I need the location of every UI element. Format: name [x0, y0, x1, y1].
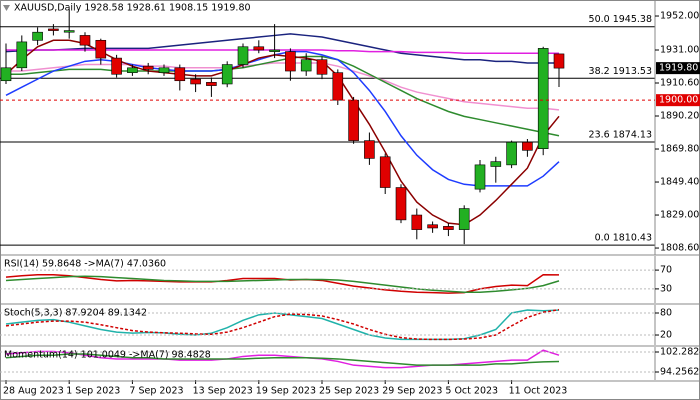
- y-tick-label: 1849.40: [660, 177, 699, 188]
- y-tick-label: 94.2562: [660, 367, 699, 378]
- price-tag: [656, 62, 700, 75]
- y-tick-label: 1869.80: [660, 144, 699, 155]
- candle-body: [206, 82, 217, 86]
- candle-body: [348, 99, 359, 141]
- price-tag-label: 1900.00: [659, 95, 698, 106]
- level-label: 38.2 1913.53: [589, 66, 652, 77]
- y-tick-label: 1931.00: [660, 44, 699, 55]
- indicator-line: [5, 349, 560, 369]
- indicator-title: Momentum(14) 101.0049 ->MA(7) 98.4828: [4, 350, 211, 361]
- candle-body: [79, 35, 91, 46]
- candle-body: [221, 64, 233, 85]
- price-tag: [656, 94, 700, 107]
- panel: [5, 308, 560, 341]
- candle-body: [111, 57, 122, 75]
- y-tick-label: 1829.00: [660, 210, 699, 221]
- panel: [5, 349, 560, 369]
- chart-title: XAUUSD,Daily 1928.58 1928.61 1908.15 191…: [14, 3, 251, 14]
- candle-body: [395, 187, 407, 221]
- candle-body: [253, 46, 265, 51]
- candle-body: [63, 30, 75, 33]
- level-label: 0.0 1810.43: [595, 233, 652, 244]
- x-tick-label: 28 Aug 2023: [3, 386, 64, 397]
- x-tick-label: 13 Sep 2023: [193, 386, 253, 397]
- candle-body: [127, 67, 138, 73]
- candle-body: [158, 67, 170, 73]
- x-tick-label: 25 Sep 2023: [319, 386, 379, 397]
- y-tick-label: 102.2824: [660, 347, 700, 358]
- candle-body: [506, 141, 517, 166]
- indicator-line: [5, 308, 560, 341]
- candle-body: [553, 53, 565, 69]
- candle-body: [364, 140, 375, 159]
- indicator-title: RSI(14) 59.8648 ->MA(7) 47.0360: [4, 259, 166, 270]
- x-tick-label: 5 Oct 2023: [445, 386, 498, 397]
- candle-body: [490, 161, 502, 167]
- y-tick-label: 1952.00: [660, 11, 699, 22]
- y-tick-label: 70: [660, 265, 672, 276]
- x-tick-label: 29 Sep 2023: [382, 386, 442, 397]
- x-tick-label: 19 Sep 2023: [256, 386, 316, 397]
- candle-body: [411, 214, 423, 230]
- candle-body: [537, 48, 549, 149]
- candle-body: [32, 31, 43, 41]
- panel: [0, 9, 655, 246]
- candle-body: [237, 46, 249, 65]
- x-tick-label: 11 Oct 2023: [509, 386, 568, 397]
- candle-body: [474, 164, 486, 190]
- y-tick-label: 80: [660, 308, 672, 319]
- candle-body: [269, 49, 280, 52]
- panel: [5, 274, 560, 294]
- indicator-line: [5, 50, 560, 187]
- indicator-line: [6, 62, 560, 111]
- x-tick-label: 1 Sep 2023: [66, 386, 120, 397]
- candle-body: [522, 141, 533, 151]
- y-tick-label: 1910.60: [660, 78, 699, 89]
- candle-body: [427, 224, 438, 229]
- indicator-line: [5, 275, 560, 293]
- title-icon: [3, 5, 10, 11]
- level-label: 50.0 1945.38: [589, 14, 652, 25]
- indicator-line: [5, 353, 560, 366]
- candle-body: [379, 156, 391, 188]
- candle-body: [48, 28, 59, 31]
- indicator-line: [6, 55, 560, 137]
- indicator-line: [5, 309, 560, 341]
- y-tick-label: 1890.20: [660, 111, 699, 122]
- y-tick-label: 1808.60: [660, 243, 699, 254]
- candle-body: [285, 51, 296, 72]
- indicator-title: Stoch(5,3,3) 87.9204 89.1342: [4, 308, 147, 319]
- candle-body: [16, 41, 28, 69]
- candle-body: [95, 39, 107, 59]
- candle-body: [332, 72, 344, 101]
- candle-body: [458, 208, 470, 230]
- y-tick-label: 30: [660, 283, 672, 294]
- candle-body: [0, 67, 12, 82]
- candle-body: [174, 67, 186, 82]
- level-label: 23.6 1874.13: [589, 130, 652, 141]
- candle-body: [316, 59, 328, 75]
- candle-body: [142, 65, 154, 70]
- candle-body: [443, 226, 454, 230]
- y-tick-label: 20: [660, 330, 672, 341]
- candle-body: [300, 59, 312, 72]
- price-tag-label: 1919.80: [659, 63, 698, 74]
- candle-body: [190, 78, 201, 85]
- x-tick-label: 7 Sep 2023: [129, 386, 183, 397]
